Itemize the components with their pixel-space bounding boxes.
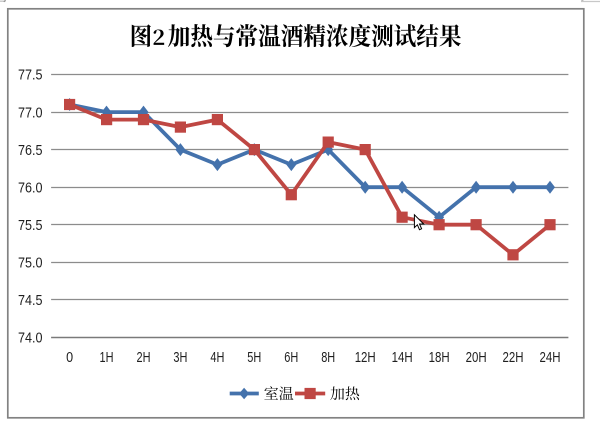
svg-text:14H: 14H (392, 350, 413, 366)
svg-text:24H: 24H (540, 350, 561, 366)
svg-text:4H: 4H (210, 350, 224, 366)
svg-text:3H: 3H (173, 350, 187, 366)
svg-text:12H: 12H (355, 350, 376, 366)
svg-text:74.5: 74.5 (18, 293, 43, 309)
svg-text:6H: 6H (284, 350, 298, 366)
svg-text:75.5: 75.5 (18, 218, 43, 234)
svg-text:2H: 2H (137, 350, 151, 366)
svg-text:0: 0 (66, 350, 73, 366)
svg-text:1H: 1H (100, 350, 114, 366)
svg-text:76.5: 76.5 (18, 143, 43, 159)
svg-text:76.0: 76.0 (18, 180, 43, 196)
svg-text:77.0: 77.0 (18, 105, 43, 121)
svg-text:18H: 18H (429, 350, 450, 366)
svg-text:8H: 8H (321, 350, 335, 366)
svg-text:5H: 5H (247, 350, 261, 366)
svg-text:20H: 20H (466, 350, 487, 366)
svg-text:74.0: 74.0 (18, 331, 43, 347)
svg-text:75.0: 75.0 (18, 256, 43, 272)
svg-text:77.5: 77.5 (18, 68, 43, 84)
svg-text:22H: 22H (503, 350, 524, 366)
